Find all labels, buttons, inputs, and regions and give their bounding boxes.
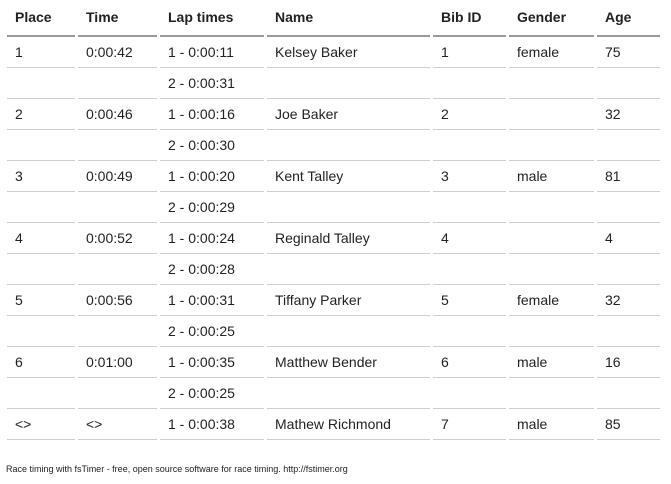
- header-bib-id: Bib ID: [433, 0, 506, 37]
- cell-bib-id: [433, 68, 506, 99]
- header-time: Time: [78, 0, 157, 37]
- cell-time: 0:00:56: [78, 285, 157, 316]
- cell-place: [7, 68, 75, 99]
- cell-bib-id: [433, 192, 506, 223]
- cell-name: [267, 254, 430, 285]
- cell-age: [597, 68, 660, 99]
- cell-place: 1: [7, 37, 75, 68]
- cell-gender: female: [509, 285, 594, 316]
- cell-bib-id: [433, 254, 506, 285]
- cell-bib-id: [433, 316, 506, 347]
- cell-gender: female: [509, 37, 594, 68]
- cell-lap-time: 1 - 0:00:38: [160, 409, 264, 440]
- cell-place: 5: [7, 285, 75, 316]
- cell-time: [78, 68, 157, 99]
- footer-note: Race timing with fsTimer - free, open so…: [6, 464, 348, 474]
- cell-time: 0:00:52: [78, 223, 157, 254]
- cell-age: [597, 130, 660, 161]
- cell-time: 0:00:42: [78, 37, 157, 68]
- cell-bib-id: 7: [433, 409, 506, 440]
- cell-age: [597, 378, 660, 409]
- cell-name: [267, 130, 430, 161]
- cell-bib-id: 3: [433, 161, 506, 192]
- cell-time: 0:00:49: [78, 161, 157, 192]
- cell-time: [78, 192, 157, 223]
- cell-age: 81: [597, 161, 660, 192]
- cell-age: 75: [597, 37, 660, 68]
- cell-place: 6: [7, 347, 75, 378]
- cell-age: 16: [597, 347, 660, 378]
- cell-bib-id: 1: [433, 37, 506, 68]
- cell-lap-time: 1 - 0:00:31: [160, 285, 264, 316]
- cell-time: <>: [78, 409, 157, 440]
- header-place: Place: [7, 0, 75, 37]
- cell-lap-time: 2 - 0:00:25: [160, 378, 264, 409]
- cell-name: Kelsey Baker: [267, 37, 430, 68]
- cell-lap-time: 2 - 0:00:29: [160, 192, 264, 223]
- cell-bib-id: 2: [433, 99, 506, 130]
- cell-age: 32: [597, 285, 660, 316]
- cell-lap-time: 2 - 0:00:28: [160, 254, 264, 285]
- cell-time: 0:00:46: [78, 99, 157, 130]
- cell-name: [267, 378, 430, 409]
- cell-lap-time: 2 - 0:00:25: [160, 316, 264, 347]
- cell-gender: [509, 68, 594, 99]
- cell-place: [7, 192, 75, 223]
- cell-lap-time: 1 - 0:00:16: [160, 99, 264, 130]
- cell-place: [7, 254, 75, 285]
- cell-age: 4: [597, 223, 660, 254]
- cell-name: Matthew Bender: [267, 347, 430, 378]
- cell-name: Tiffany Parker: [267, 285, 430, 316]
- cell-name: Kent Talley: [267, 161, 430, 192]
- header-gender: Gender: [509, 0, 594, 37]
- cell-age: 32: [597, 99, 660, 130]
- cell-age: 85: [597, 409, 660, 440]
- cell-place: <>: [7, 409, 75, 440]
- cell-place: 4: [7, 223, 75, 254]
- cell-name: Joe Baker: [267, 99, 430, 130]
- cell-name: [267, 192, 430, 223]
- cell-time: 0:01:00: [78, 347, 157, 378]
- cell-time: [78, 316, 157, 347]
- cell-age: [597, 254, 660, 285]
- cell-lap-time: 1 - 0:00:35: [160, 347, 264, 378]
- cell-gender: male: [509, 409, 594, 440]
- cell-bib-id: [433, 378, 506, 409]
- cell-lap-time: 2 - 0:00:31: [160, 68, 264, 99]
- cell-gender: [509, 99, 594, 130]
- cell-gender: [509, 192, 594, 223]
- header-lap-times: Lap times: [160, 0, 264, 37]
- cell-name: [267, 68, 430, 99]
- cell-bib-id: 6: [433, 347, 506, 378]
- cell-time: [78, 378, 157, 409]
- cell-name: Mathew Richmond: [267, 409, 430, 440]
- cell-bib-id: 5: [433, 285, 506, 316]
- cell-time: [78, 130, 157, 161]
- cell-gender: [509, 223, 594, 254]
- cell-age: [597, 316, 660, 347]
- cell-bib-id: [433, 130, 506, 161]
- cell-lap-time: 1 - 0:00:24: [160, 223, 264, 254]
- cell-gender: [509, 378, 594, 409]
- cell-gender: [509, 316, 594, 347]
- cell-place: [7, 316, 75, 347]
- cell-place: 3: [7, 161, 75, 192]
- cell-lap-time: 1 - 0:00:20: [160, 161, 264, 192]
- cell-lap-time: 1 - 0:00:11: [160, 37, 264, 68]
- cell-age: [597, 192, 660, 223]
- cell-place: 2: [7, 99, 75, 130]
- header-age: Age: [597, 0, 660, 37]
- cell-time: [78, 254, 157, 285]
- cell-gender: [509, 254, 594, 285]
- cell-gender: male: [509, 347, 594, 378]
- header-name: Name: [267, 0, 430, 37]
- cell-lap-time: 2 - 0:00:30: [160, 130, 264, 161]
- cell-name: [267, 316, 430, 347]
- cell-bib-id: 4: [433, 223, 506, 254]
- cell-name: Reginald Talley: [267, 223, 430, 254]
- cell-place: [7, 378, 75, 409]
- cell-place: [7, 130, 75, 161]
- cell-gender: [509, 130, 594, 161]
- cell-gender: male: [509, 161, 594, 192]
